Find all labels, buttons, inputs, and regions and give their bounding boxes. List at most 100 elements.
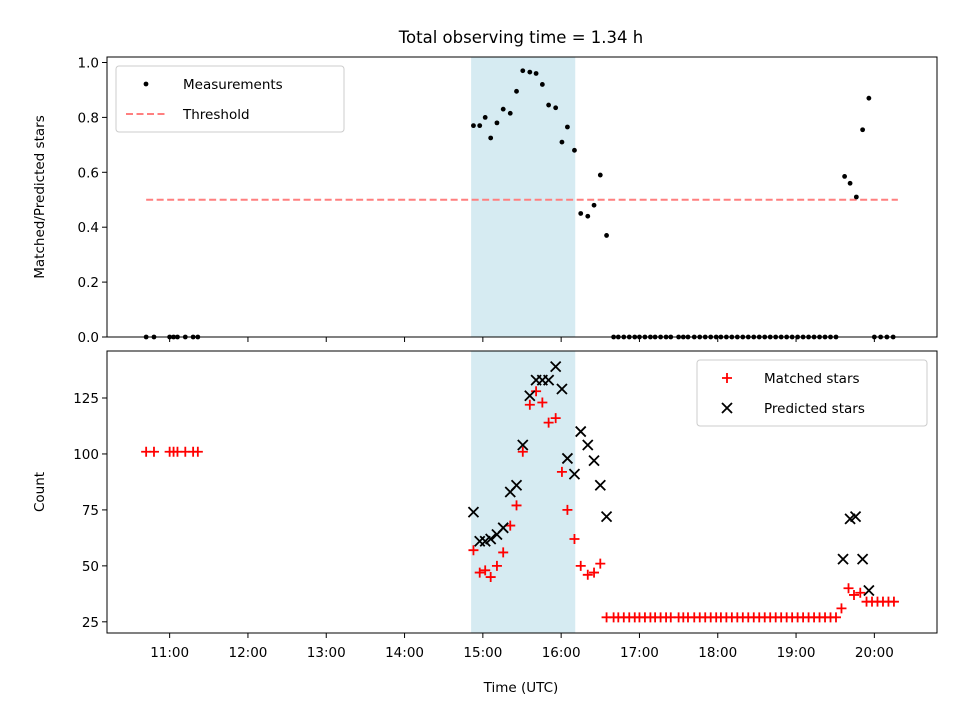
bottom-y-tick-label: 100 [73, 447, 99, 463]
data-point [575, 425, 587, 438]
data-point [837, 553, 849, 565]
data-point [595, 558, 606, 569]
data-point [568, 468, 581, 480]
data-point [863, 584, 875, 597]
data-point [500, 106, 506, 112]
data-point [830, 612, 841, 623]
bottom-y-axis-label: Count [32, 472, 48, 512]
top-y-tick-label: 1.0 [78, 55, 99, 71]
data-point [507, 110, 513, 116]
top-axes-frame [106, 56, 938, 338]
data-point [888, 596, 899, 607]
data-point [510, 479, 523, 491]
data-point [550, 413, 561, 424]
legend-marker [143, 81, 149, 87]
top-y-tick-label: 0.8 [78, 110, 99, 126]
top-y-tick-label: 0.4 [78, 220, 99, 236]
data-point [550, 361, 562, 373]
top-y-axis-label: Matched/Predicted stars [32, 115, 48, 278]
legend-label: Predicted stars [764, 401, 865, 417]
x-tick-label: 20:00 [855, 645, 894, 661]
data-point [491, 560, 502, 571]
bottom-y-tick-label: 75 [82, 503, 99, 519]
data-point [517, 439, 529, 451]
data-point [559, 139, 565, 145]
data-point [520, 68, 526, 74]
x-tick-label: 18:00 [698, 645, 737, 661]
data-point [556, 383, 568, 395]
data-point [836, 603, 847, 614]
data-point [604, 233, 609, 238]
legend-label: Threshold [182, 107, 250, 123]
data-point [497, 522, 509, 534]
x-tick-label: 14:00 [385, 645, 424, 661]
x-tick-label: 12:00 [228, 645, 267, 661]
x-tick-label: 11:00 [150, 645, 189, 661]
data-point [600, 510, 613, 523]
data-point [591, 202, 597, 208]
data-point [480, 565, 491, 576]
data-point [575, 560, 586, 571]
data-point [589, 567, 600, 578]
data-point [148, 446, 159, 457]
data-point [556, 466, 567, 477]
data-point [543, 417, 554, 428]
data-point [477, 123, 483, 129]
data-point [849, 589, 859, 600]
data-point [855, 587, 866, 598]
data-point [582, 439, 594, 451]
x-tick-label: 17:00 [620, 645, 659, 661]
legend-marker [722, 373, 732, 383]
legend-box [696, 359, 928, 427]
data-point [471, 123, 476, 129]
data-point [474, 567, 485, 578]
top-y-tick-label: 0.2 [78, 275, 99, 291]
top-shaded-region [471, 57, 576, 337]
data-point [572, 147, 577, 153]
bottom-shaded-region [471, 351, 576, 633]
x-tick-label: 19:00 [777, 645, 816, 661]
data-point [467, 506, 480, 518]
data-point [849, 510, 862, 523]
data-point [594, 479, 606, 491]
legend-marker [721, 402, 733, 414]
data-point [524, 390, 536, 402]
data-point [847, 180, 853, 186]
data-point [514, 88, 519, 94]
series-matched-stars [141, 386, 899, 623]
data-point [842, 174, 848, 179]
data-point [517, 446, 528, 457]
data-point [524, 399, 535, 410]
bottom-legend: Matched stars Predicted stars [696, 359, 928, 427]
data-point [511, 500, 522, 511]
data-point [531, 386, 542, 397]
data-point [485, 572, 496, 583]
bottom-y-tick-label: 125 [73, 391, 99, 407]
data-point [192, 446, 203, 457]
x-axis-label: Time (UTC) [483, 680, 559, 696]
chart-title: Total observing time = 1.34 h [398, 28, 643, 47]
data-point [856, 553, 869, 565]
x-tick-label: 16:00 [542, 645, 581, 661]
data-point [505, 520, 516, 531]
legend-label: Measurements [183, 77, 283, 93]
data-point [539, 82, 545, 87]
data-point [588, 455, 600, 467]
data-point [860, 127, 866, 133]
data-point [494, 120, 500, 126]
data-point [597, 172, 603, 178]
data-point [537, 397, 548, 408]
top-y-tick-label: 0.0 [78, 330, 99, 346]
data-point [585, 213, 591, 219]
legend-label: Matched stars [764, 371, 860, 387]
data-point [533, 71, 539, 76]
data-point [853, 194, 859, 200]
data-point [485, 533, 497, 545]
top-panel: 0.0 0.2 0.4 0.6 0.8 1.0 Matched/Predicted star… [32, 55, 938, 346]
top-legend: Measurements Threshold [115, 65, 345, 133]
bottom-y-tick-label: 25 [82, 615, 99, 631]
data-point [582, 569, 593, 580]
data-point [866, 95, 872, 101]
data-point [488, 135, 494, 141]
legend-box [115, 65, 345, 133]
